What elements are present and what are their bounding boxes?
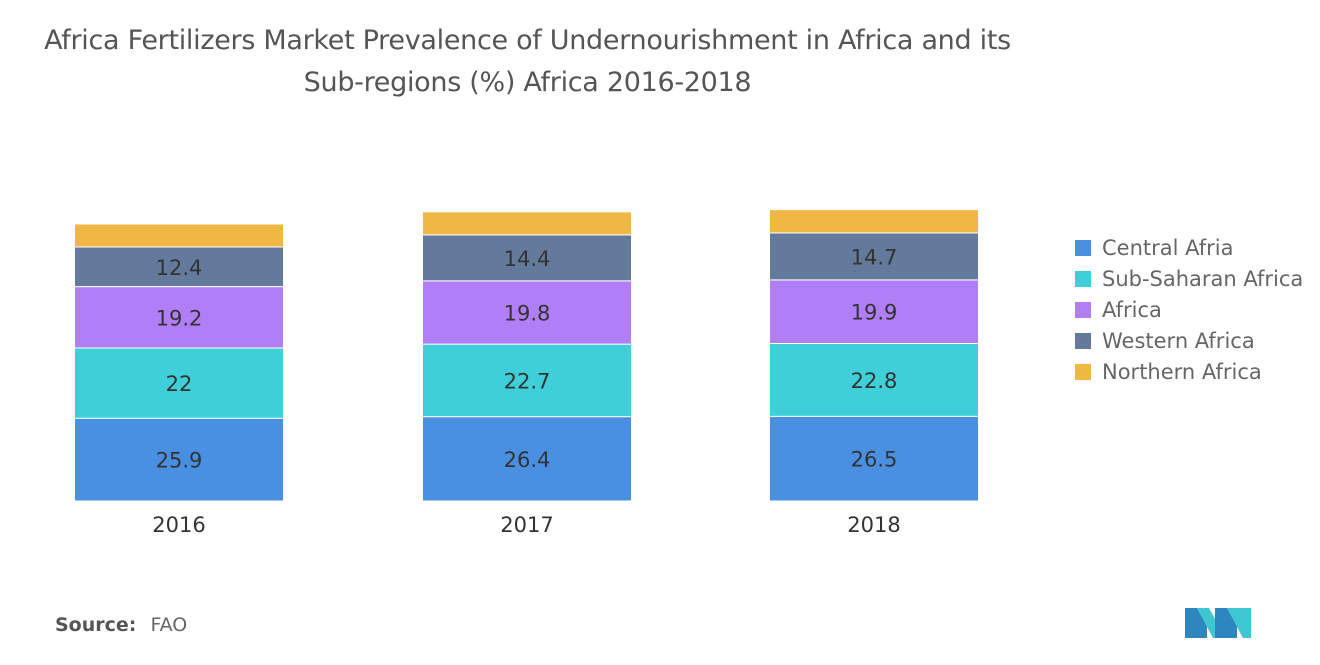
bar-segment xyxy=(422,211,632,236)
legend-item: Sub-Saharan Africa xyxy=(1075,263,1303,294)
data-label: 25.9 xyxy=(156,449,203,473)
data-label: 14.4 xyxy=(504,247,551,271)
bar-segment xyxy=(74,246,284,288)
x-tick-label: 2018 xyxy=(847,513,900,537)
legend: Central Afria Sub-Saharan Africa Africa … xyxy=(1075,232,1303,387)
bar-segment xyxy=(422,343,632,418)
data-label: 19.2 xyxy=(156,306,203,330)
bar-segment xyxy=(74,417,284,502)
x-tick-label: 2016 xyxy=(152,513,205,537)
data-label: 22.8 xyxy=(851,369,898,393)
data-label: 19.8 xyxy=(504,301,551,325)
bar-segment xyxy=(769,232,979,281)
legend-label: Northern Africa xyxy=(1102,359,1262,384)
data-label: 22 xyxy=(166,372,193,396)
mordor-intelligence-logo-icon xyxy=(1185,608,1251,638)
legend-item: Africa xyxy=(1075,294,1303,325)
data-label: 19.9 xyxy=(851,301,898,325)
legend-label: Western Africa xyxy=(1102,328,1255,353)
data-label: 26.4 xyxy=(504,448,551,472)
chart-title: Africa Fertilizers Market Prevalence of … xyxy=(0,20,1055,104)
legend-swatch xyxy=(1075,301,1091,318)
title-line-2: Sub-regions (%) Africa 2016-2018 xyxy=(303,67,752,98)
bar-segment xyxy=(74,286,284,349)
legend-swatch xyxy=(1075,270,1091,287)
legend-item: Western Africa xyxy=(1075,325,1303,356)
bar-segment xyxy=(422,416,632,502)
x-tick-label: 2017 xyxy=(500,513,553,537)
legend-item: Northern Africa xyxy=(1075,356,1303,387)
data-label: 22.7 xyxy=(504,369,551,393)
data-label: 26.5 xyxy=(851,448,898,472)
data-label: 12.4 xyxy=(156,256,203,280)
legend-label: Sub-Saharan Africa xyxy=(1102,266,1304,291)
legend-swatch xyxy=(1075,363,1091,380)
source-label: Source: xyxy=(55,614,137,636)
legend-swatch xyxy=(1075,332,1091,349)
bar-segment xyxy=(769,279,979,344)
bar-segment xyxy=(769,342,979,417)
title-line-1: Africa Fertilizers Market Prevalence of … xyxy=(44,25,1011,56)
bar-segment xyxy=(422,280,632,345)
bar-segment xyxy=(74,223,284,248)
legend-label: Africa xyxy=(1102,297,1162,322)
legend-label: Central Afria xyxy=(1102,235,1234,260)
data-label: 14.7 xyxy=(851,245,898,269)
legend-swatch xyxy=(1075,239,1091,256)
bar-segment xyxy=(769,209,979,234)
legend-item: Central Afria xyxy=(1075,232,1303,263)
bar-segment xyxy=(422,234,632,282)
source-value: FAO xyxy=(150,614,188,636)
source-note: Source: FAO xyxy=(55,614,187,636)
